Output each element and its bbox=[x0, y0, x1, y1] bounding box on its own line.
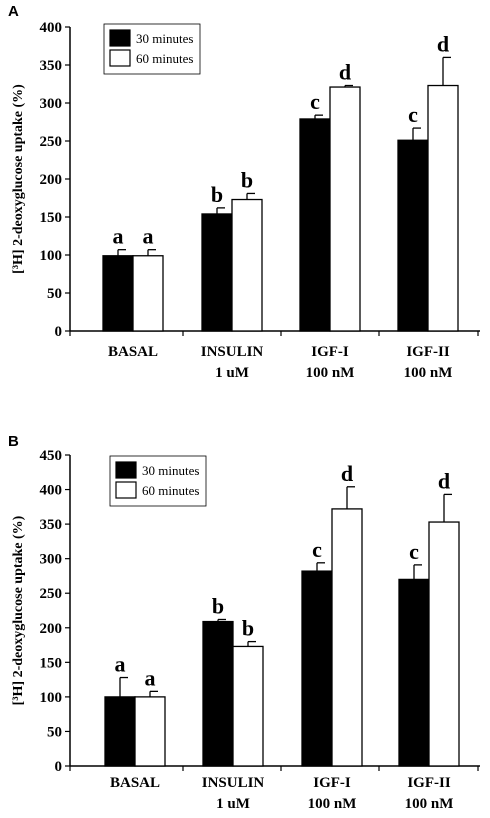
bar-60min bbox=[231, 198, 263, 332]
significance-letter: b bbox=[211, 182, 223, 207]
category-label: 1 uM bbox=[216, 796, 250, 812]
category-label: 1 uM bbox=[215, 365, 249, 381]
significance-letter: c bbox=[408, 102, 418, 127]
panel-letter: A bbox=[8, 3, 19, 20]
category-label: IGF-I bbox=[313, 775, 351, 791]
significance-letter: a bbox=[145, 665, 156, 690]
y-tick-label: 300 bbox=[40, 96, 63, 112]
y-tick-label: 200 bbox=[40, 172, 63, 188]
bar-60min bbox=[427, 84, 459, 332]
y-tick-label: 50 bbox=[47, 724, 62, 740]
significance-letter: d bbox=[438, 468, 450, 493]
chart-panel-a: A [³H] 2-deoxyglucose uptake (%) 0 50 100 150… bbox=[8, 3, 480, 381]
significance-letter: c bbox=[409, 539, 419, 564]
category-label: 100 nM bbox=[405, 796, 454, 812]
y-tick-label: 0 bbox=[55, 759, 63, 775]
bar-60min bbox=[331, 508, 363, 767]
y-tick-label: 150 bbox=[40, 655, 63, 671]
legend-label: 30 minutes bbox=[136, 31, 193, 46]
bar-30min bbox=[104, 696, 136, 767]
significance-letter: b bbox=[212, 593, 224, 618]
significance-letter: c bbox=[310, 89, 320, 114]
category-label: 100 nM bbox=[308, 796, 357, 812]
panel-letter: B bbox=[8, 433, 19, 450]
chart-panel-b: B [³H] 2-deoxyglucose uptake (%) 0 50 100 150… bbox=[8, 433, 480, 812]
significance-letter: d bbox=[339, 60, 351, 85]
y-tick-label: 150 bbox=[40, 210, 63, 226]
bar-30min bbox=[397, 139, 429, 332]
y-tick-label: 350 bbox=[40, 58, 63, 74]
y-tick-label: 350 bbox=[40, 517, 63, 533]
category-label: IGF-II bbox=[406, 344, 450, 360]
y-tick-label: 250 bbox=[40, 134, 63, 150]
bar-60min bbox=[232, 645, 264, 767]
significance-letter: a bbox=[115, 652, 126, 677]
bar-60min bbox=[329, 86, 361, 332]
y-tick-label: 0 bbox=[55, 324, 63, 340]
significance-letter: a bbox=[143, 224, 154, 249]
significance-letter: a bbox=[113, 224, 124, 249]
bar-60min bbox=[134, 696, 166, 767]
significance-letter: b bbox=[241, 167, 253, 192]
y-tick-label: 400 bbox=[40, 20, 63, 36]
significance-letter: d bbox=[437, 31, 449, 56]
legend-swatch bbox=[109, 49, 131, 67]
y-tick-label: 300 bbox=[40, 552, 63, 568]
y-tick-label: 400 bbox=[40, 483, 63, 499]
bar-60min bbox=[428, 521, 460, 767]
bar-30min bbox=[202, 620, 234, 767]
category-label: 100 nM bbox=[404, 365, 453, 381]
category-label: INSULIN bbox=[202, 775, 265, 791]
bar-30min bbox=[201, 213, 233, 332]
y-tick-label: 250 bbox=[40, 586, 63, 602]
y-tick-label: 450 bbox=[40, 448, 63, 464]
legend-swatch bbox=[109, 29, 131, 47]
y-tick-label: 100 bbox=[40, 690, 63, 706]
bar-30min bbox=[102, 255, 134, 332]
legend-label: 60 minutes bbox=[136, 51, 193, 66]
category-label: INSULIN bbox=[201, 344, 264, 360]
category-label: 100 nM bbox=[306, 365, 355, 381]
y-axis-label: [³H] 2-deoxyglucose uptake (%) bbox=[11, 515, 26, 705]
bar-30min bbox=[398, 578, 430, 767]
category-label: BASAL bbox=[110, 775, 160, 791]
legend-swatch bbox=[115, 481, 137, 499]
legend: 30 minutes 60 minutes bbox=[103, 23, 201, 75]
significance-letter: b bbox=[242, 616, 254, 641]
y-tick-label: 100 bbox=[40, 248, 63, 264]
legend-swatch bbox=[115, 461, 137, 479]
significance-letter: d bbox=[341, 461, 353, 486]
category-label: BASAL bbox=[108, 344, 158, 360]
category-label: IGF-II bbox=[407, 775, 451, 791]
legend-label: 30 minutes bbox=[142, 463, 199, 478]
legend-label: 60 minutes bbox=[142, 483, 199, 498]
bar-30min bbox=[301, 570, 333, 767]
bar-30min bbox=[299, 118, 331, 332]
category-label: IGF-I bbox=[311, 344, 349, 360]
legend: 30 minutes 60 minutes bbox=[109, 455, 207, 507]
y-tick-label: 50 bbox=[47, 286, 62, 302]
bar-60min bbox=[132, 255, 164, 332]
y-axis-label: [³H] 2-deoxyglucose uptake (%) bbox=[11, 84, 26, 274]
significance-letter: c bbox=[312, 537, 322, 562]
y-tick-label: 200 bbox=[40, 621, 63, 637]
